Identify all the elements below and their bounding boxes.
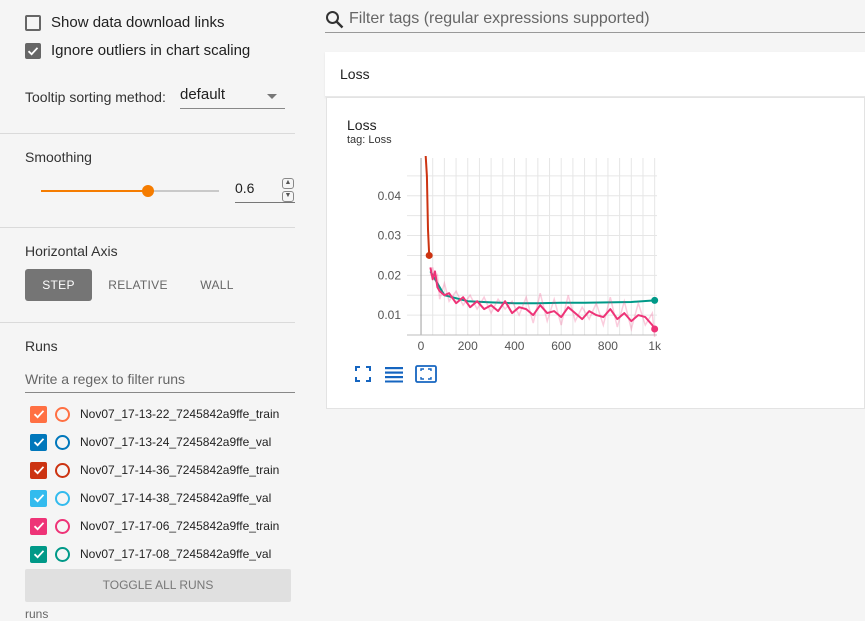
check-icon	[33, 522, 44, 531]
smoothing-label: Smoothing	[25, 149, 92, 165]
run-name: Nov07_17-13-22_7245842a9ffe_train	[80, 407, 280, 421]
run-row[interactable]: Nov07_17-14-38_7245842a9ffe_val	[30, 488, 271, 508]
check-icon	[33, 494, 44, 503]
smoothing-input[interactable]: 0.6	[235, 180, 295, 203]
series-raw-line	[429, 267, 656, 338]
runs-label: Runs	[25, 338, 58, 354]
toggle-all-runs-button[interactable]: TOGGLE ALL RUNS	[25, 569, 291, 602]
smoothing-slider-thumb[interactable]	[141, 185, 154, 197]
run-color-circle-icon[interactable]	[55, 490, 70, 506]
x-tick-label: 0	[418, 339, 425, 353]
spin-down-icon[interactable]: ▼	[282, 191, 294, 202]
run-name: Nov07_17-14-38_7245842a9ffe_val	[80, 491, 272, 505]
runs-filter-placeholder: Write a regex to filter runs	[25, 371, 186, 387]
y-tick-label: 0.03	[378, 229, 402, 243]
divider	[0, 133, 295, 134]
loss-chart-card: Loss tag: Loss 0 200 400 600 800 1k 0.01 0.02 0.…	[326, 97, 865, 409]
smoothing-slider[interactable]	[41, 185, 219, 197]
tooltip-sort-select[interactable]: default	[180, 86, 285, 109]
runs-footer: runs	[25, 607, 49, 621]
run-color-circle-icon[interactable]	[55, 462, 70, 478]
y-tick-label: 0.01	[378, 308, 402, 322]
run-color-circle-icon[interactable]	[55, 406, 70, 422]
runs-filter-input[interactable]: Write a regex to filter runs	[25, 368, 295, 393]
ignore-outliers-toggle[interactable]: Ignore outliers in chart scaling	[25, 42, 250, 59]
run-row[interactable]: Nov07_17-17-06_7245842a9ffe_train	[30, 516, 279, 536]
divider	[0, 322, 295, 323]
x-tick-label: 800	[598, 339, 618, 353]
series-end-point	[425, 251, 433, 259]
series-line	[424, 155, 431, 256]
run-row[interactable]: Nov07_17-13-22_7245842a9ffe_train	[30, 404, 279, 424]
show-download-links-checkbox[interactable]	[25, 14, 41, 31]
run-checkbox[interactable]	[30, 517, 47, 535]
show-download-links-label: Show data download links	[51, 14, 225, 31]
smoothing-slider-fill	[41, 190, 148, 192]
check-icon	[27, 46, 39, 55]
run-row[interactable]: Nov07_17-14-36_7245842a9ffe_train	[30, 460, 279, 480]
axis-relative-button[interactable]: RELATIVE	[108, 278, 168, 292]
x-tick-label: 400	[504, 339, 524, 353]
run-row[interactable]: Nov07_17-17-08_7245842a9ffe_val	[30, 544, 271, 564]
check-icon	[33, 466, 44, 475]
check-icon	[33, 438, 44, 447]
run-row[interactable]: Nov07_17-13-24_7245842a9ffe_val	[30, 432, 271, 452]
tag-filter-input[interactable]: Filter tags (regular expressions support…	[325, 8, 865, 33]
main-panel: Filter tags (regular expressions support…	[310, 0, 865, 621]
series-end-point	[651, 325, 659, 333]
divider	[0, 227, 295, 228]
run-checkbox[interactable]	[30, 545, 47, 563]
y-tick-label: 0.04	[378, 189, 402, 203]
search-icon	[326, 11, 344, 29]
check-icon	[33, 550, 44, 559]
y-tick-label: 0.02	[378, 268, 402, 282]
tooltip-sort-label: Tooltip sorting method:	[25, 89, 166, 105]
ignore-outliers-checkbox[interactable]	[25, 42, 41, 59]
check-icon	[33, 410, 44, 419]
run-checkbox[interactable]	[30, 405, 47, 423]
run-name: Nov07_17-17-06_7245842a9ffe_train	[80, 519, 280, 533]
run-name: Nov07_17-14-36_7245842a9ffe_train	[80, 463, 280, 477]
run-color-circle-icon[interactable]	[55, 434, 70, 450]
spin-up-icon[interactable]: ▲	[282, 178, 294, 189]
run-color-circle-icon[interactable]	[55, 546, 70, 562]
horizontal-axis-label: Horizontal Axis	[25, 243, 118, 259]
run-checkbox[interactable]	[30, 461, 47, 479]
fit-domain-icon[interactable]	[415, 364, 437, 384]
chart-title: Loss	[347, 117, 377, 133]
axis-step-button[interactable]: STEP	[25, 269, 92, 301]
x-tick-label: 600	[551, 339, 571, 353]
axis-wall-button[interactable]: WALL	[200, 278, 234, 292]
run-color-circle-icon[interactable]	[55, 518, 70, 534]
x-tick-label: 1k	[648, 339, 662, 353]
run-name: Nov07_17-17-08_7245842a9ffe_val	[80, 547, 272, 561]
x-tick-label: 200	[458, 339, 478, 353]
series-end-point	[651, 296, 659, 304]
run-checkbox[interactable]	[30, 433, 47, 451]
fullscreen-icon[interactable]	[353, 364, 373, 384]
series-line	[429, 267, 656, 330]
tag-filter-placeholder: Filter tags (regular expressions support…	[349, 10, 650, 27]
sidebar: Show data download links Ignore outliers…	[0, 0, 310, 621]
tooltip-sort-value: default	[180, 86, 226, 103]
toggle-log-scale-icon[interactable]	[384, 364, 404, 384]
run-name: Nov07_17-13-24_7245842a9ffe_val	[80, 435, 272, 449]
loss-chart[interactable]: 0 200 400 600 800 1k 0.01 0.02 0.03 0.04	[347, 153, 667, 363]
smoothing-value: 0.6	[235, 180, 255, 196]
ignore-outliers-label: Ignore outliers in chart scaling	[51, 42, 251, 59]
chart-subtitle: tag: Loss	[347, 134, 392, 146]
section-title: Loss	[340, 66, 370, 82]
dropdown-caret-icon	[267, 94, 277, 99]
loss-section-header[interactable]: Loss	[325, 52, 865, 97]
show-download-links-toggle[interactable]: Show data download links	[25, 14, 224, 31]
run-checkbox[interactable]	[30, 489, 47, 507]
